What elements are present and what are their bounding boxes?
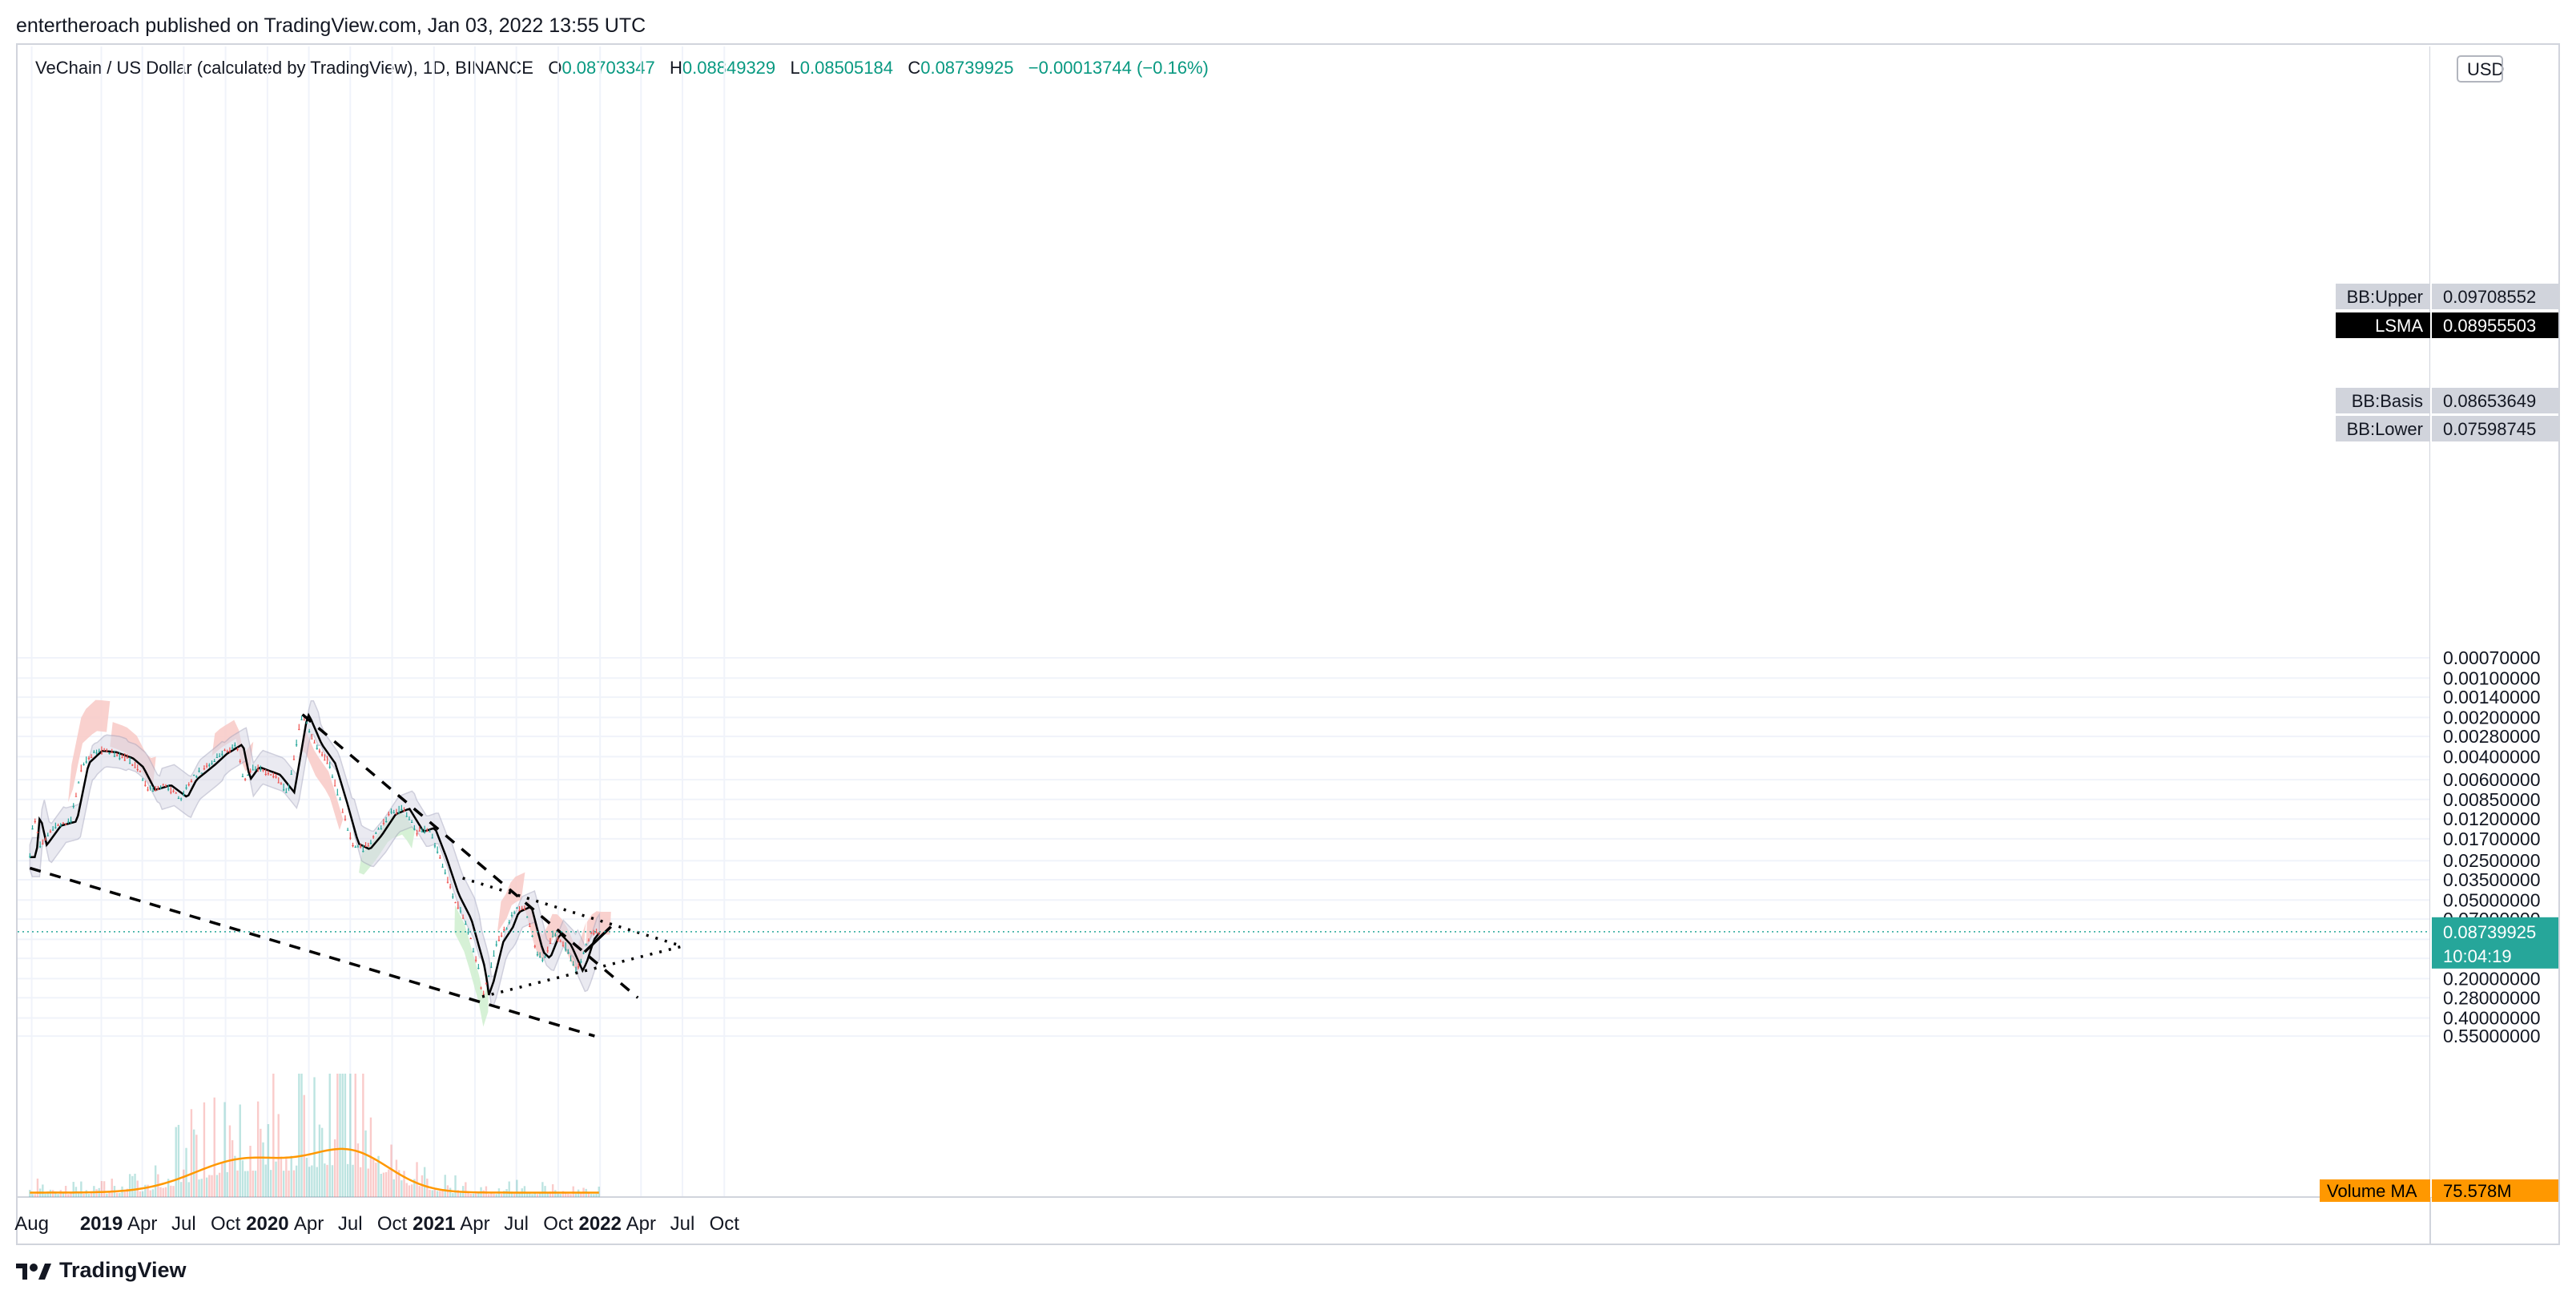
- footer-brand[interactable]: TradingView: [16, 1258, 187, 1283]
- low-label: L: [790, 58, 800, 78]
- high-label: H: [670, 58, 682, 78]
- low-value: 0.08505184: [799, 58, 893, 78]
- footer-brand-name: TradingView: [59, 1258, 187, 1282]
- open-value: 0.08703347: [561, 58, 655, 78]
- change-value: −0.00013744 (−0.16%): [1028, 58, 1209, 78]
- symbol-name[interactable]: VeChain / US Dollar (calculated by Tradi…: [35, 58, 533, 78]
- symbol-legend: VeChain / US Dollar (calculated by Tradi…: [35, 58, 1209, 79]
- open-label: O: [548, 58, 562, 78]
- close-value: 0.08739925: [920, 58, 1014, 78]
- close-label: C: [908, 58, 921, 78]
- tradingview-logo-icon: [16, 1263, 51, 1280]
- chart-frame[interactable]: [16, 43, 2560, 1245]
- high-value: 0.08849329: [682, 58, 776, 78]
- publisher-line: entertheroach published on TradingView.c…: [16, 14, 646, 37]
